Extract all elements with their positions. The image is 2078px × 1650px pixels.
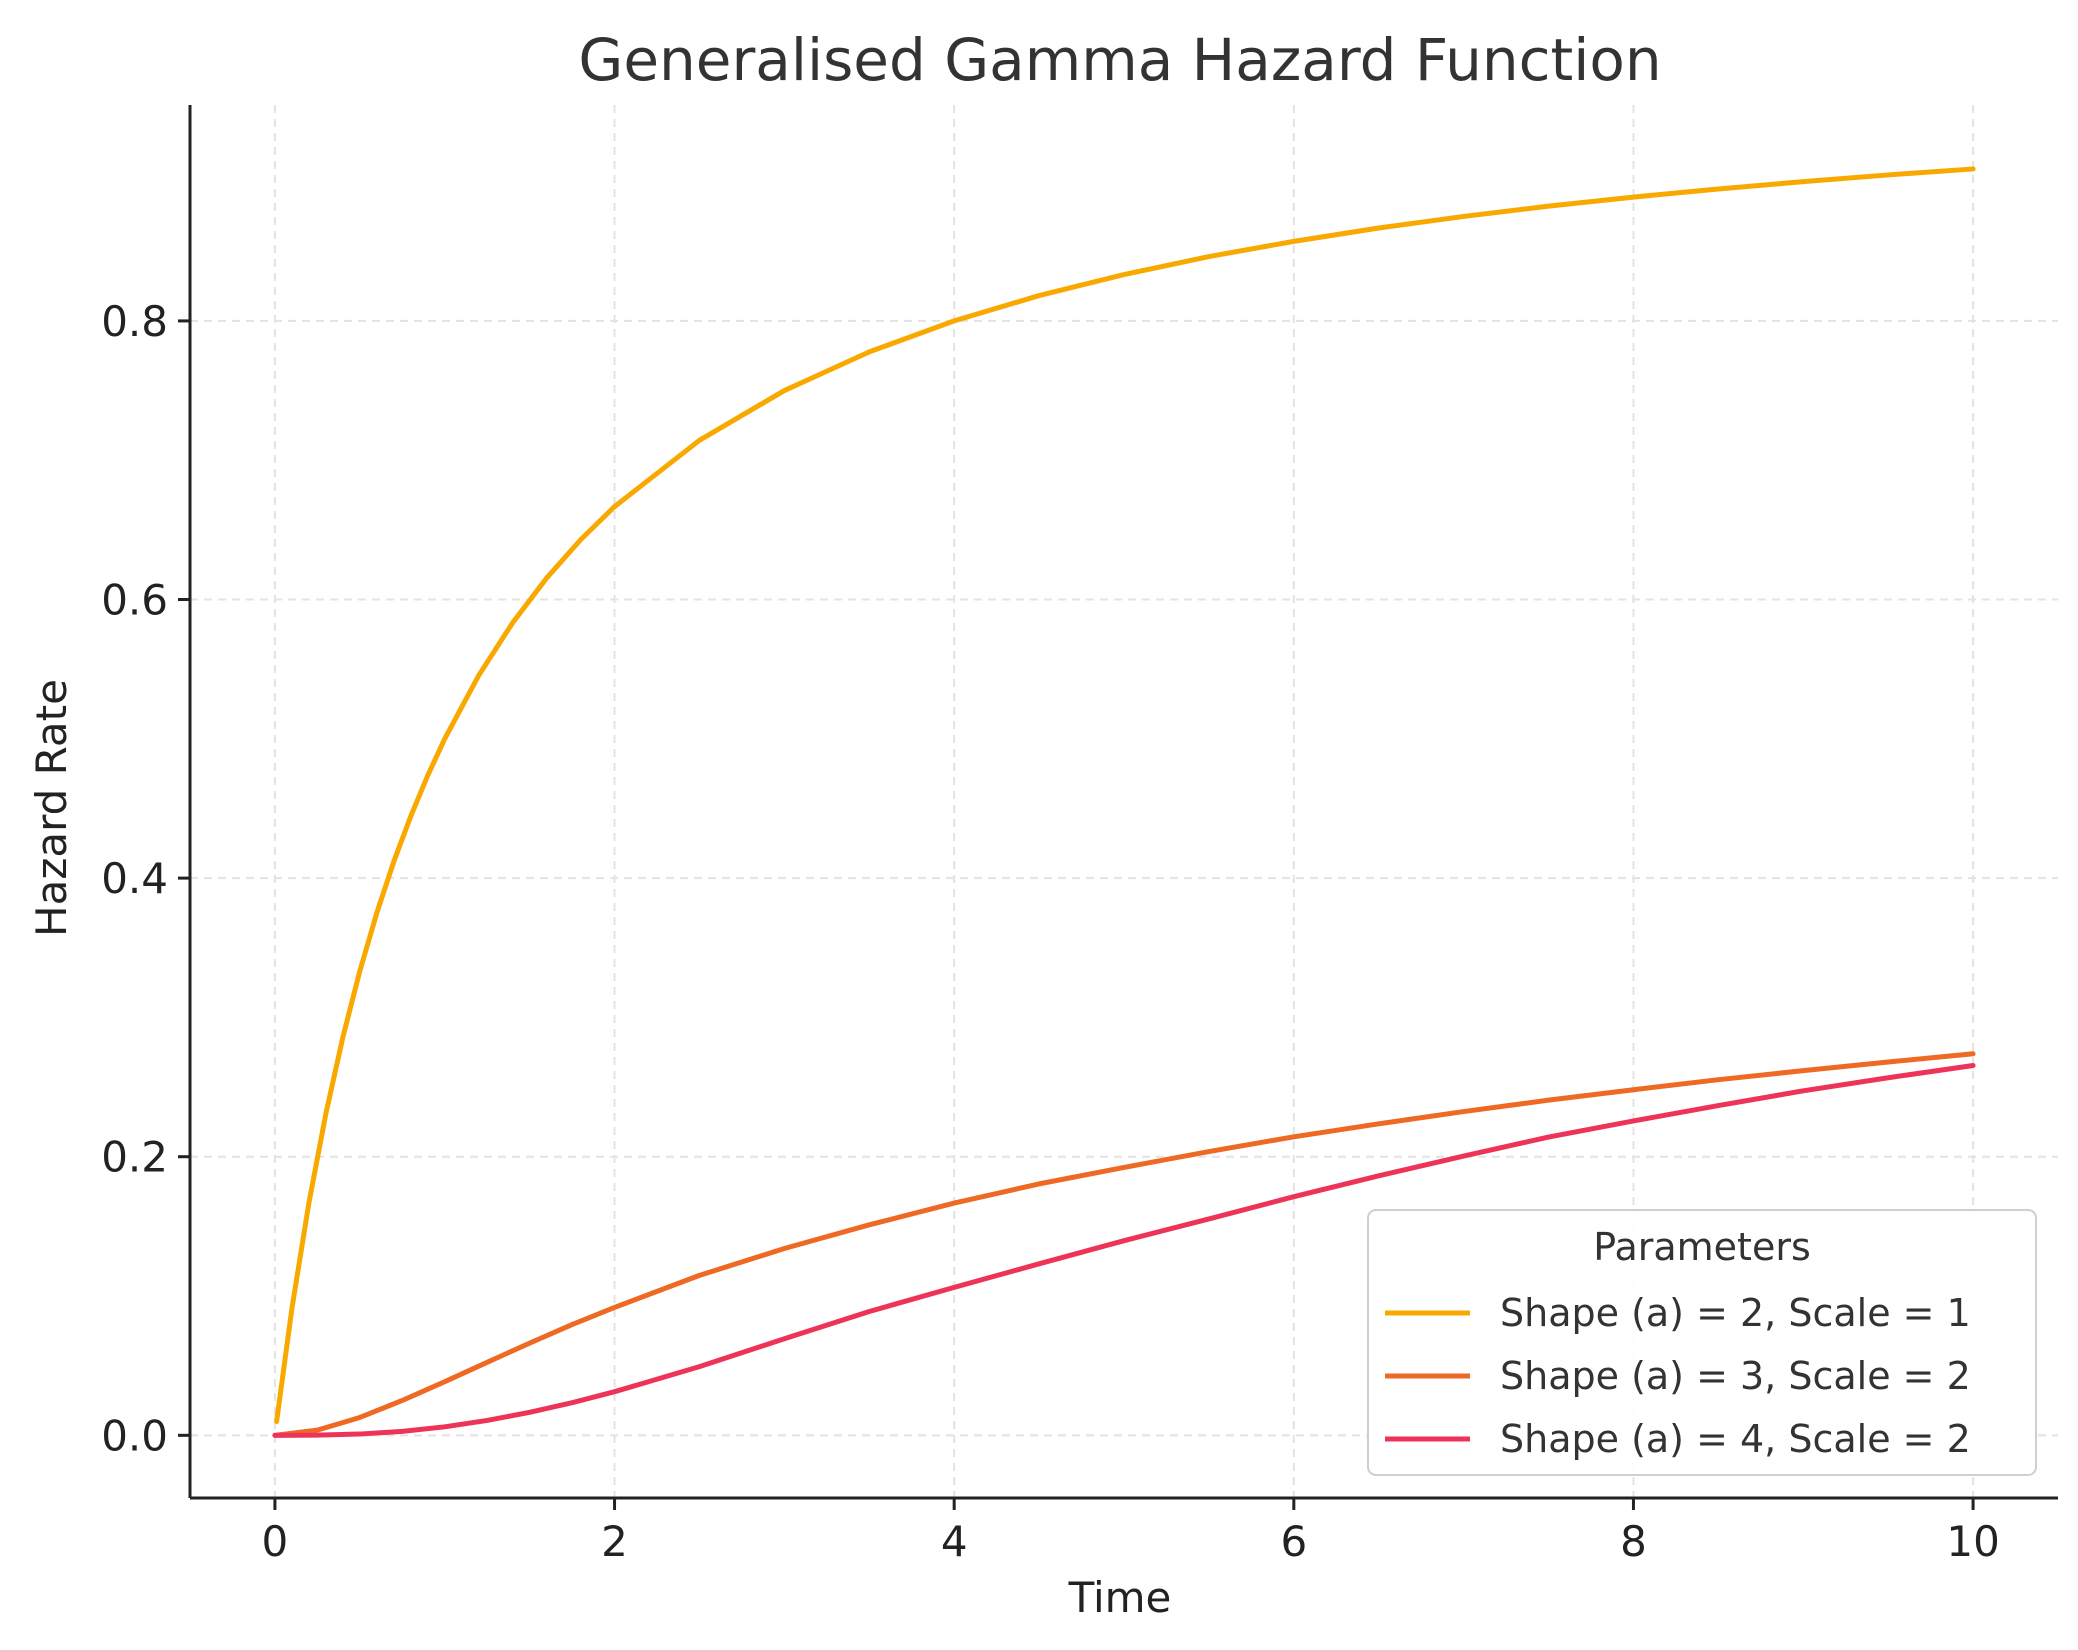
y-ticks: 0.0 0.2 0.4 0.6 0.8 [101, 297, 190, 1460]
legend-label-1: Shape (a) = 2, Scale = 1 [1500, 1291, 1971, 1335]
series-line-3 [272, 1062, 1976, 1438]
x-axis-label: Time [1068, 1573, 1172, 1622]
legend-label-2: Shape (a) = 3, Scale = 2 [1500, 1354, 1971, 1398]
axes [188, 105, 2058, 1500]
legend: Parameters Shape (a) = 2, Scale = 1Shape… [1367, 1209, 2037, 1476]
legend-title: Parameters [1593, 1225, 1811, 1269]
x-tick-label-0: 0 [262, 1517, 289, 1566]
chart-title: Generalised Gamma Hazard Function [578, 26, 1661, 94]
x-tick-label-2: 4 [941, 1517, 968, 1566]
x-tick-label-5: 10 [1946, 1517, 1999, 1566]
legend-label-3: Shape (a) = 4, Scale = 2 [1500, 1417, 1971, 1461]
y-axis-label: Hazard Rate [27, 679, 76, 937]
legend-box [1367, 1209, 2037, 1476]
y-tick-label-0: 0.0 [101, 1411, 168, 1460]
series-layer [272, 166, 1976, 1438]
legend-items: Shape (a) = 2, Scale = 1 Shape (a) = 3, S… [1385, 1291, 1971, 1461]
y-tick-label-2: 0.4 [101, 854, 168, 903]
series-line-1 [274, 166, 1976, 1425]
x-tick-label-1: 2 [601, 1517, 628, 1566]
x-tick-label-4: 8 [1620, 1517, 1647, 1566]
series-line-2 [272, 1051, 1976, 1438]
y-tick-label-1: 0.2 [101, 1133, 168, 1182]
x-tick-label-3: 6 [1280, 1517, 1307, 1566]
x-ticks: 0 2 4 6 8 10 [262, 1498, 2000, 1566]
y-tick-label-3: 0.6 [101, 576, 168, 625]
y-tick-label-4: 0.8 [101, 297, 168, 346]
